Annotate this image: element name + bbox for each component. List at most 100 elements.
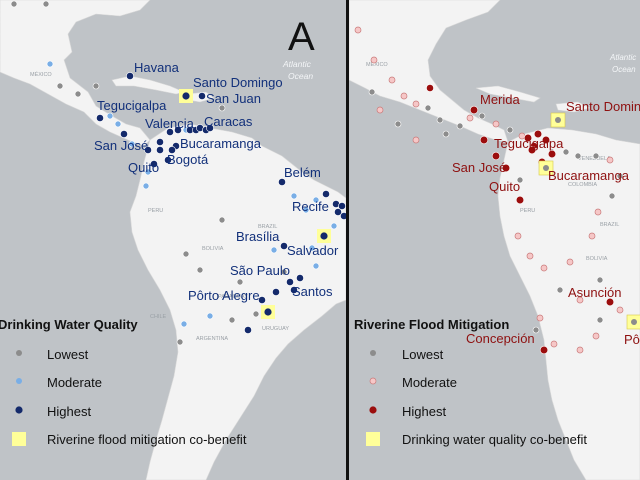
point-a-13 bbox=[156, 138, 164, 146]
point-b-0 bbox=[354, 26, 362, 34]
legend-swatch-moderate-a bbox=[16, 378, 22, 384]
point-b-11 bbox=[492, 120, 500, 128]
city-label-b-san-jose: San José bbox=[452, 160, 506, 175]
point-a-21 bbox=[206, 124, 214, 132]
point-a-62 bbox=[182, 250, 190, 258]
city-label-b-merida: Merida bbox=[480, 92, 521, 107]
legend-swatch-highest-b bbox=[369, 406, 377, 414]
city-label-sao-paulo: São Paulo bbox=[230, 263, 290, 278]
point-a-32 bbox=[290, 192, 298, 200]
legend-swatch-lowest-b bbox=[370, 350, 376, 356]
point-a-55 bbox=[228, 316, 236, 324]
point-a-28 bbox=[142, 182, 150, 190]
point-a-38 bbox=[338, 202, 346, 210]
point-b-12 bbox=[506, 126, 514, 134]
point-a-45 bbox=[280, 268, 288, 276]
legend-item-highest-b: Highest bbox=[402, 404, 446, 419]
cobenefit-point-a-1 bbox=[320, 232, 328, 240]
point-b-high-4 bbox=[547, 149, 557, 159]
point-a-25 bbox=[150, 160, 158, 168]
point-a-3 bbox=[56, 82, 64, 90]
point-a-8 bbox=[114, 120, 122, 128]
legend-swatch-cobenefit-a bbox=[12, 432, 26, 446]
point-a-12 bbox=[144, 146, 152, 154]
panel-divider bbox=[346, 0, 349, 480]
country-label-brazil: BRAZIL bbox=[258, 224, 277, 230]
city-label-brasilia: Brasília bbox=[236, 229, 280, 244]
country-label-b-brazil: BRAZIL bbox=[600, 222, 619, 228]
point-a-49 bbox=[290, 286, 298, 294]
cobenefit-point-a-2 bbox=[264, 308, 272, 316]
north-america-landmass bbox=[0, 0, 151, 147]
city-label-salvador: Salvador bbox=[287, 243, 339, 258]
point-a-9 bbox=[96, 114, 104, 122]
point-a-1 bbox=[42, 0, 50, 8]
city-label-belem: Belém bbox=[284, 165, 321, 180]
point-b-5 bbox=[424, 104, 432, 112]
point-b-high-10 bbox=[539, 345, 549, 355]
legend-title-a: Drinking Water Quality bbox=[0, 317, 138, 332]
city-label-san-juan: San Juan bbox=[206, 91, 261, 106]
point-a-0 bbox=[10, 0, 18, 8]
cuba-landmass-b bbox=[475, 85, 541, 103]
point-b-35 bbox=[616, 306, 624, 314]
point-b-38 bbox=[536, 314, 544, 322]
point-a-46 bbox=[286, 278, 294, 286]
cobenefit-point-b-2 bbox=[631, 319, 637, 325]
legend-item-riverine-flood-mitigation-co-benefit-a: Riverine flood mitigation co-benefit bbox=[47, 432, 247, 447]
legend-swatch-lowest-a bbox=[16, 350, 22, 356]
point-b-9 bbox=[466, 114, 474, 122]
point-a-4 bbox=[92, 82, 100, 90]
point-a-43 bbox=[280, 242, 288, 250]
panel-b bbox=[349, 0, 640, 480]
point-a-37 bbox=[334, 208, 342, 216]
point-a-11 bbox=[128, 140, 136, 148]
city-label-quito: Quito bbox=[128, 160, 159, 175]
point-a-27 bbox=[144, 168, 152, 176]
point-b-32 bbox=[608, 192, 616, 200]
point-b-30 bbox=[594, 208, 602, 216]
point-b-high-12 bbox=[491, 151, 501, 161]
point-b-36 bbox=[576, 346, 584, 354]
point-b-6 bbox=[436, 116, 444, 124]
point-a-30 bbox=[218, 104, 226, 112]
point-b-22 bbox=[516, 176, 524, 184]
point-b-20 bbox=[426, 84, 434, 92]
point-a-10 bbox=[120, 130, 128, 138]
point-b-high-1 bbox=[533, 129, 543, 139]
point-b-33 bbox=[616, 172, 624, 180]
country-label-bolivia: BOLIVIA bbox=[202, 246, 224, 252]
point-b-8 bbox=[456, 122, 464, 130]
point-a-7 bbox=[106, 112, 114, 120]
point-b-43 bbox=[376, 106, 384, 114]
city-label-bogota: Bogotá bbox=[167, 152, 209, 167]
point-b-29 bbox=[596, 276, 604, 284]
point-b-31 bbox=[588, 232, 596, 240]
legend-swatch-moderate-b bbox=[369, 377, 377, 385]
point-a-44 bbox=[270, 246, 278, 254]
country-label-argentina: ARGENTINA bbox=[196, 336, 228, 342]
point-a-50 bbox=[272, 288, 280, 296]
south-america-landmass-b bbox=[497, 127, 640, 480]
point-a-29 bbox=[198, 92, 206, 100]
point-b-7 bbox=[442, 130, 450, 138]
point-a-31 bbox=[278, 178, 286, 186]
point-a-33 bbox=[302, 206, 310, 214]
hispaniola-landmass-b bbox=[555, 101, 591, 113]
point-b-4 bbox=[412, 100, 420, 108]
cobenefit-point-b-1 bbox=[543, 165, 549, 171]
ocean-label-line2: Ocean bbox=[288, 71, 313, 81]
point-a-58 bbox=[176, 338, 184, 346]
point-a-54 bbox=[244, 326, 252, 334]
ocean-label-b-line2: Ocean bbox=[612, 65, 636, 74]
point-b-41 bbox=[368, 88, 376, 96]
point-a-42 bbox=[308, 244, 316, 252]
city-label-b-po: Pô bbox=[624, 332, 640, 347]
point-a-24 bbox=[164, 156, 172, 164]
point-b-high-13 bbox=[523, 133, 533, 143]
point-b-40 bbox=[550, 340, 558, 348]
legend-item-drinking-water-quality-co-benefit-b: Drinking water quality co-benefit bbox=[402, 432, 587, 447]
country-label-paraguay: PARAGUAY bbox=[218, 294, 248, 300]
city-label-tegucigalpa: Tegucigalpa bbox=[97, 98, 167, 113]
